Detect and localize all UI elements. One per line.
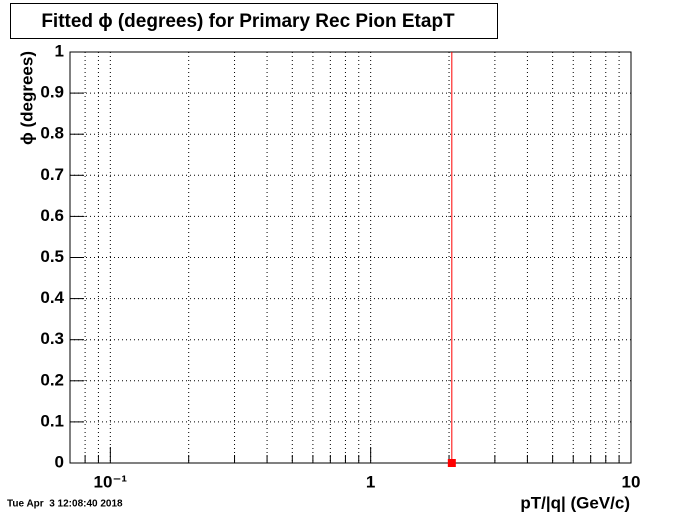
y-tick-label: 1 xyxy=(55,41,64,60)
y-tick-label: 0.4 xyxy=(40,288,64,307)
x-tick-label: 1 xyxy=(366,472,375,491)
data-point xyxy=(447,459,456,467)
y-tick-label: 0.1 xyxy=(40,411,64,430)
y-tick-label: 0 xyxy=(55,452,64,471)
chart-title: Fitted ϕ (degrees) for Primary Rec Pion … xyxy=(41,11,455,32)
y-tick-label: 0.7 xyxy=(40,165,64,184)
y-tick-label: 0.8 xyxy=(40,124,64,143)
x-axis-label: pT/|q| (GeV/c) xyxy=(520,493,630,512)
x-tick-label: 10 xyxy=(622,472,641,491)
y-tick-label: 0.6 xyxy=(40,206,64,225)
x-tick-label: 10⁻¹ xyxy=(94,472,128,491)
y-tick-label: 0.2 xyxy=(40,370,64,389)
y-tick-label: 0.3 xyxy=(40,329,64,348)
timestamp: Tue Apr 3 12:08:40 2018 xyxy=(7,499,123,510)
y-tick-label: 0.9 xyxy=(40,83,64,102)
title-box xyxy=(10,3,498,39)
y-tick-label: 0.5 xyxy=(40,247,64,266)
y-axis-label: ϕ (degrees) xyxy=(17,51,36,145)
